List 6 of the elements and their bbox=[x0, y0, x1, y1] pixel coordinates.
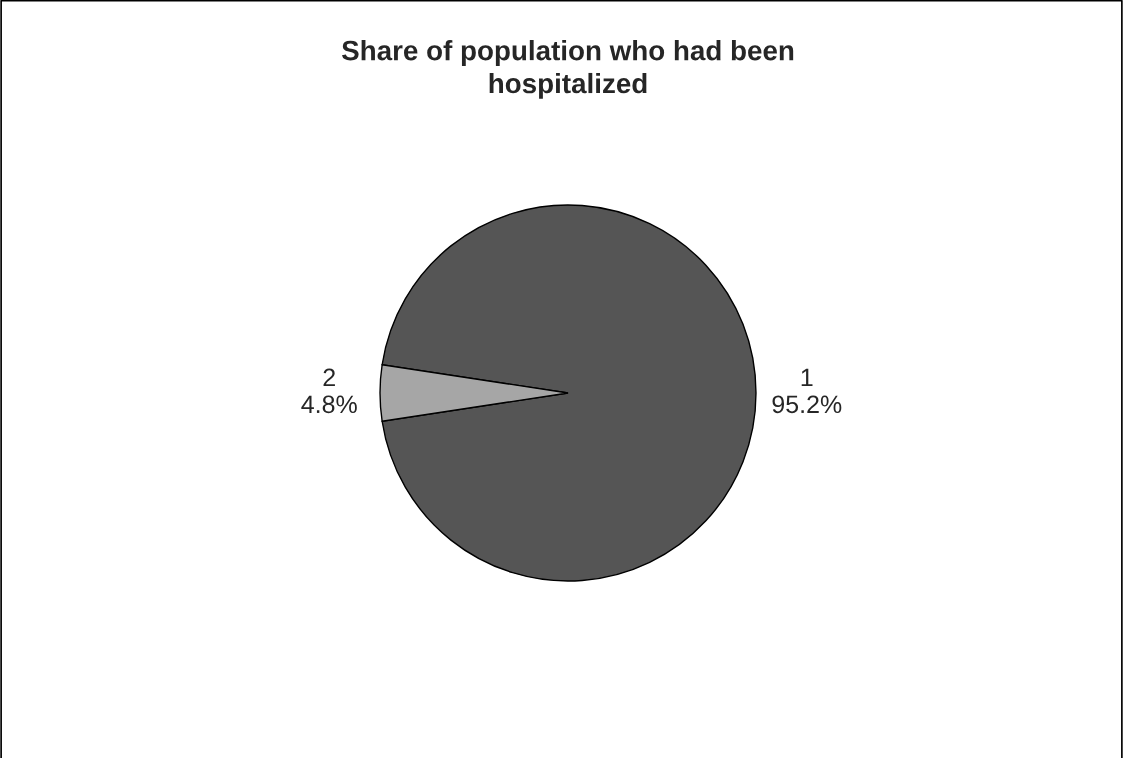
slice-label: 1 bbox=[801, 368, 813, 386]
data-label: 95.2% bbox=[772, 395, 842, 414]
data-label: 4.8% bbox=[301, 395, 357, 414]
slice-label: 2 bbox=[323, 368, 335, 386]
pie-slice bbox=[381, 204, 757, 582]
chart-title: Share of population who had been hospitalized bbox=[341, 40, 794, 99]
